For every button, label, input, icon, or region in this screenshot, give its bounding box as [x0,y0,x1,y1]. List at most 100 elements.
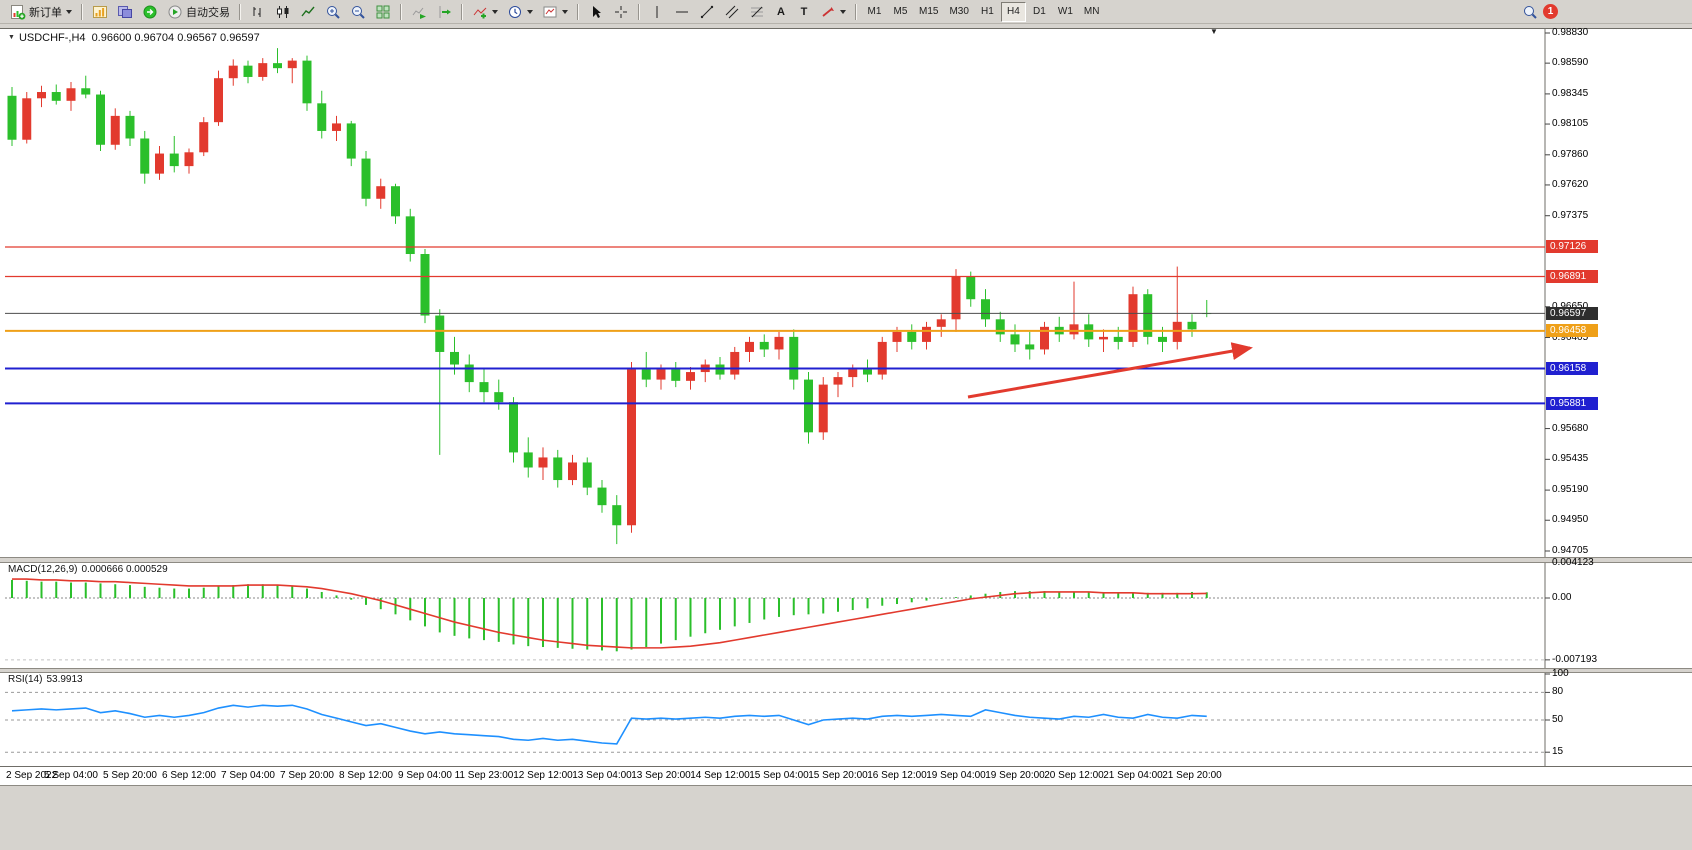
time-label: 21 Sep 20:00 [1162,770,1222,781]
timeframe-m30-button[interactable]: M30 [944,2,973,22]
resistance-line-2-badge[interactable]: 0.96891 [1546,269,1598,283]
label-tool-button[interactable]: T [793,2,815,22]
toolbar-separator [638,3,640,20]
timeframe-w1-button[interactable]: W1 [1053,2,1078,22]
new-order-button[interactable]: 新订单 [6,2,76,22]
notification-count: 1 [1547,6,1554,17]
candlestick-chart-button[interactable] [271,2,295,22]
macd-panel-separator[interactable] [0,557,1692,563]
zoom-in-icon [327,5,340,19]
trend-arrow[interactable] [967,342,1253,399]
auto-trading-button[interactable]: 自动交易 [163,2,234,22]
indicators-button[interactable] [468,2,502,22]
horizontal-line-icon [676,11,688,12]
auto-scroll-icon [412,7,426,19]
chevron-down-icon [66,9,72,14]
toolbar-separator [577,3,579,20]
zoom-in-button[interactable] [321,2,345,22]
toolbar-separator [81,3,83,20]
indicators-icon [473,7,487,18]
macd-values: 0.000666 0.000529 [81,564,168,575]
arrow-tool-icon [822,6,834,17]
auto-scroll-button[interactable] [407,2,431,22]
chart-shift-button[interactable] [432,2,456,22]
channel-button[interactable] [720,2,744,22]
notification-badge[interactable]: 1 [1543,4,1558,19]
support-line-1-badge[interactable]: 0.96158 [1546,362,1598,376]
templates-button[interactable] [538,2,572,22]
timeframe-d1-button[interactable]: D1 [1027,2,1052,22]
time-label: 11 Sep 23:00 [454,770,514,781]
time-label: 9 Sep 04:00 [398,770,452,781]
trendline-icon [700,5,714,18]
rsi-value: 53.9913 [46,674,83,685]
candlesticks [7,48,1212,545]
time-label: 14 Sep 12:00 [690,770,750,781]
rsi-panel [5,673,1550,753]
line-chart-button[interactable] [296,2,320,22]
ohlc-values: 0.96600 0.96704 0.96567 0.96597 [91,32,260,44]
trendline-button[interactable] [695,2,719,22]
macd-label: MACD(12,26,9) 0.000666 0.000529 [8,564,172,575]
timeframe-m5-button[interactable]: M5 [888,2,913,22]
price-tick: 0.98590 [1552,57,1589,69]
chart-title-caret-icon[interactable]: ▼ [8,34,15,41]
rsi-axis-tick: 50 [1552,714,1564,725]
timeframe-h4-button[interactable]: H4 [1000,1,1026,22]
current-price-line-badge[interactable]: 0.96597 [1546,306,1598,320]
navigator-button[interactable] [113,2,137,22]
market-watch-button[interactable] [88,2,112,22]
crosshair-button[interactable] [609,2,633,22]
macd-panel [5,562,1550,661]
time-label: 13 Sep 04:00 [572,770,632,781]
rsi-axis-tick: 15 [1552,746,1564,758]
navigator-icon [118,5,132,18]
toolbar: 新订单 自动交易 [0,0,1692,24]
tile-windows-icon [376,5,390,18]
cursor-button[interactable] [584,2,608,22]
price-tick: 0.98345 [1552,87,1589,99]
time-label: 13 Sep 20:00 [631,770,691,781]
macd-axis-tick: -0.007193 [1552,653,1598,665]
templates-icon [543,6,557,17]
chart-background[interactable] [0,28,1692,766]
horizontal-lines[interactable] [5,246,1545,405]
tile-windows-button[interactable] [371,2,395,22]
time-label: 6 Sep 12:00 [162,770,216,781]
resistance-line-1-badge[interactable]: 0.97126 [1546,240,1598,254]
time-axis[interactable] [0,766,1692,786]
time-label: 7 Sep 04:00 [221,770,275,781]
horizontal-line-button[interactable] [670,2,694,22]
bar-chart-button[interactable] [246,2,270,22]
auto-trading-label: 自动交易 [186,6,230,19]
market-watch-icon [93,5,107,18]
vertical-line-button[interactable] [645,2,669,22]
terminal-button[interactable] [138,2,162,22]
chart-shift-marker-icon[interactable]: ▼ [1210,27,1218,36]
arrows-tool-button[interactable] [816,2,850,22]
zoom-out-button[interactable] [346,2,370,22]
price-tick: 0.97375 [1552,209,1589,221]
text-tool-button[interactable]: A [770,2,792,22]
time-label: 19 Sep 20:00 [985,770,1045,781]
timeframe-m1-button[interactable]: M1 [862,2,887,22]
channel-icon [725,5,739,18]
price-tick: 0.95190 [1552,484,1589,496]
price-tick: 0.97860 [1552,148,1589,160]
fibonacci-button[interactable] [745,2,769,22]
support-line-2-badge[interactable]: 0.95881 [1546,396,1598,410]
periods-button[interactable] [503,2,537,22]
timeframe-mn-button[interactable]: MN [1079,2,1105,22]
timeframe-h1-button[interactable]: H1 [975,2,1000,22]
rsi-panel-separator[interactable] [0,668,1692,673]
search-button[interactable] [1518,2,1542,22]
time-label: 8 Sep 12:00 [339,770,393,781]
rsi-line [11,704,1207,745]
timeframe-m15-button[interactable]: M15 [914,2,943,22]
text-tool-label: A [777,5,785,18]
symbol-timeframe: USDCHF-,H4 [18,32,86,44]
pivot-line-orange-badge[interactable]: 0.96458 [1546,324,1598,338]
line-chart-icon [301,6,315,16]
